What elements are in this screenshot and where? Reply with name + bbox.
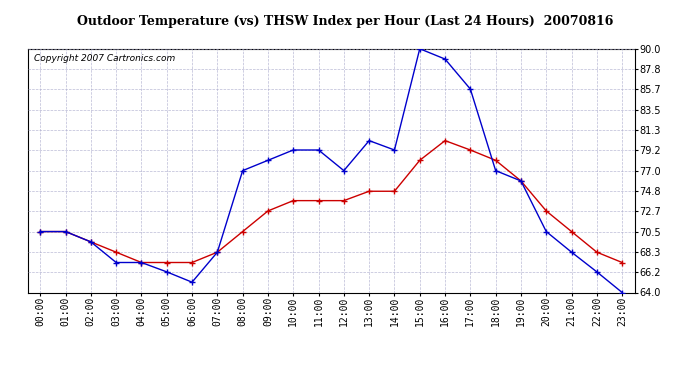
Text: Copyright 2007 Cartronics.com: Copyright 2007 Cartronics.com — [34, 54, 175, 63]
Text: Outdoor Temperature (vs) THSW Index per Hour (Last 24 Hours)  20070816: Outdoor Temperature (vs) THSW Index per … — [77, 15, 613, 28]
